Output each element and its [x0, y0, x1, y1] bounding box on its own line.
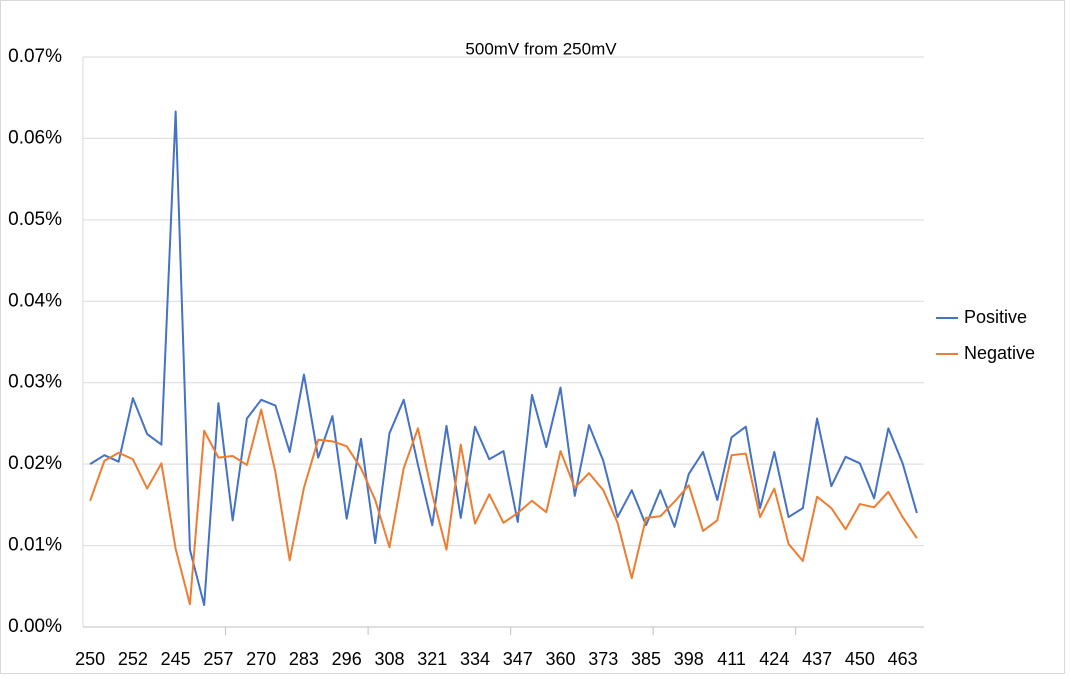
y-tick-label: 0.06% [8, 127, 62, 148]
x-tick-label: 334 [460, 649, 490, 669]
x-tick-label: 296 [332, 649, 362, 669]
x-tick-label: 347 [503, 649, 533, 669]
legend-label: Positive [964, 307, 1027, 327]
x-tick-label: 245 [161, 649, 191, 669]
x-tick-label: 283 [289, 649, 319, 669]
x-tick-label: 321 [417, 649, 447, 669]
chart-title: 500mV from 250mV [465, 39, 617, 58]
x-tick-label: 437 [802, 649, 832, 669]
x-tick-label: 270 [246, 649, 276, 669]
series-line [89, 110, 918, 607]
x-tick-label: 250 [75, 649, 105, 669]
x-tick-label: 308 [374, 649, 404, 669]
y-tick-label: 0.01% [8, 535, 62, 556]
x-tick-label: 424 [759, 649, 789, 669]
x-tick-label: 463 [888, 649, 918, 669]
series-line [89, 408, 918, 606]
x-tick-label: 385 [631, 649, 661, 669]
x-tick-label: 398 [674, 649, 704, 669]
y-tick-label: 0.02% [8, 453, 62, 474]
x-tick-label: 411 [717, 649, 746, 669]
x-tick-label: 360 [545, 649, 575, 669]
x-tick-label: 252 [118, 649, 148, 669]
y-tick-label: 0.03% [8, 372, 62, 393]
y-tick-label: 0.04% [8, 290, 62, 311]
x-tick-label: 373 [588, 649, 618, 669]
x-tick-label: 257 [203, 649, 233, 669]
legend-label: Negative [964, 343, 1035, 363]
x-tick-label: 450 [845, 649, 875, 669]
y-tick-label: 0.05% [8, 209, 62, 230]
y-tick-label: 0.07% [8, 46, 62, 67]
y-tick-label: 0.00% [8, 616, 62, 637]
